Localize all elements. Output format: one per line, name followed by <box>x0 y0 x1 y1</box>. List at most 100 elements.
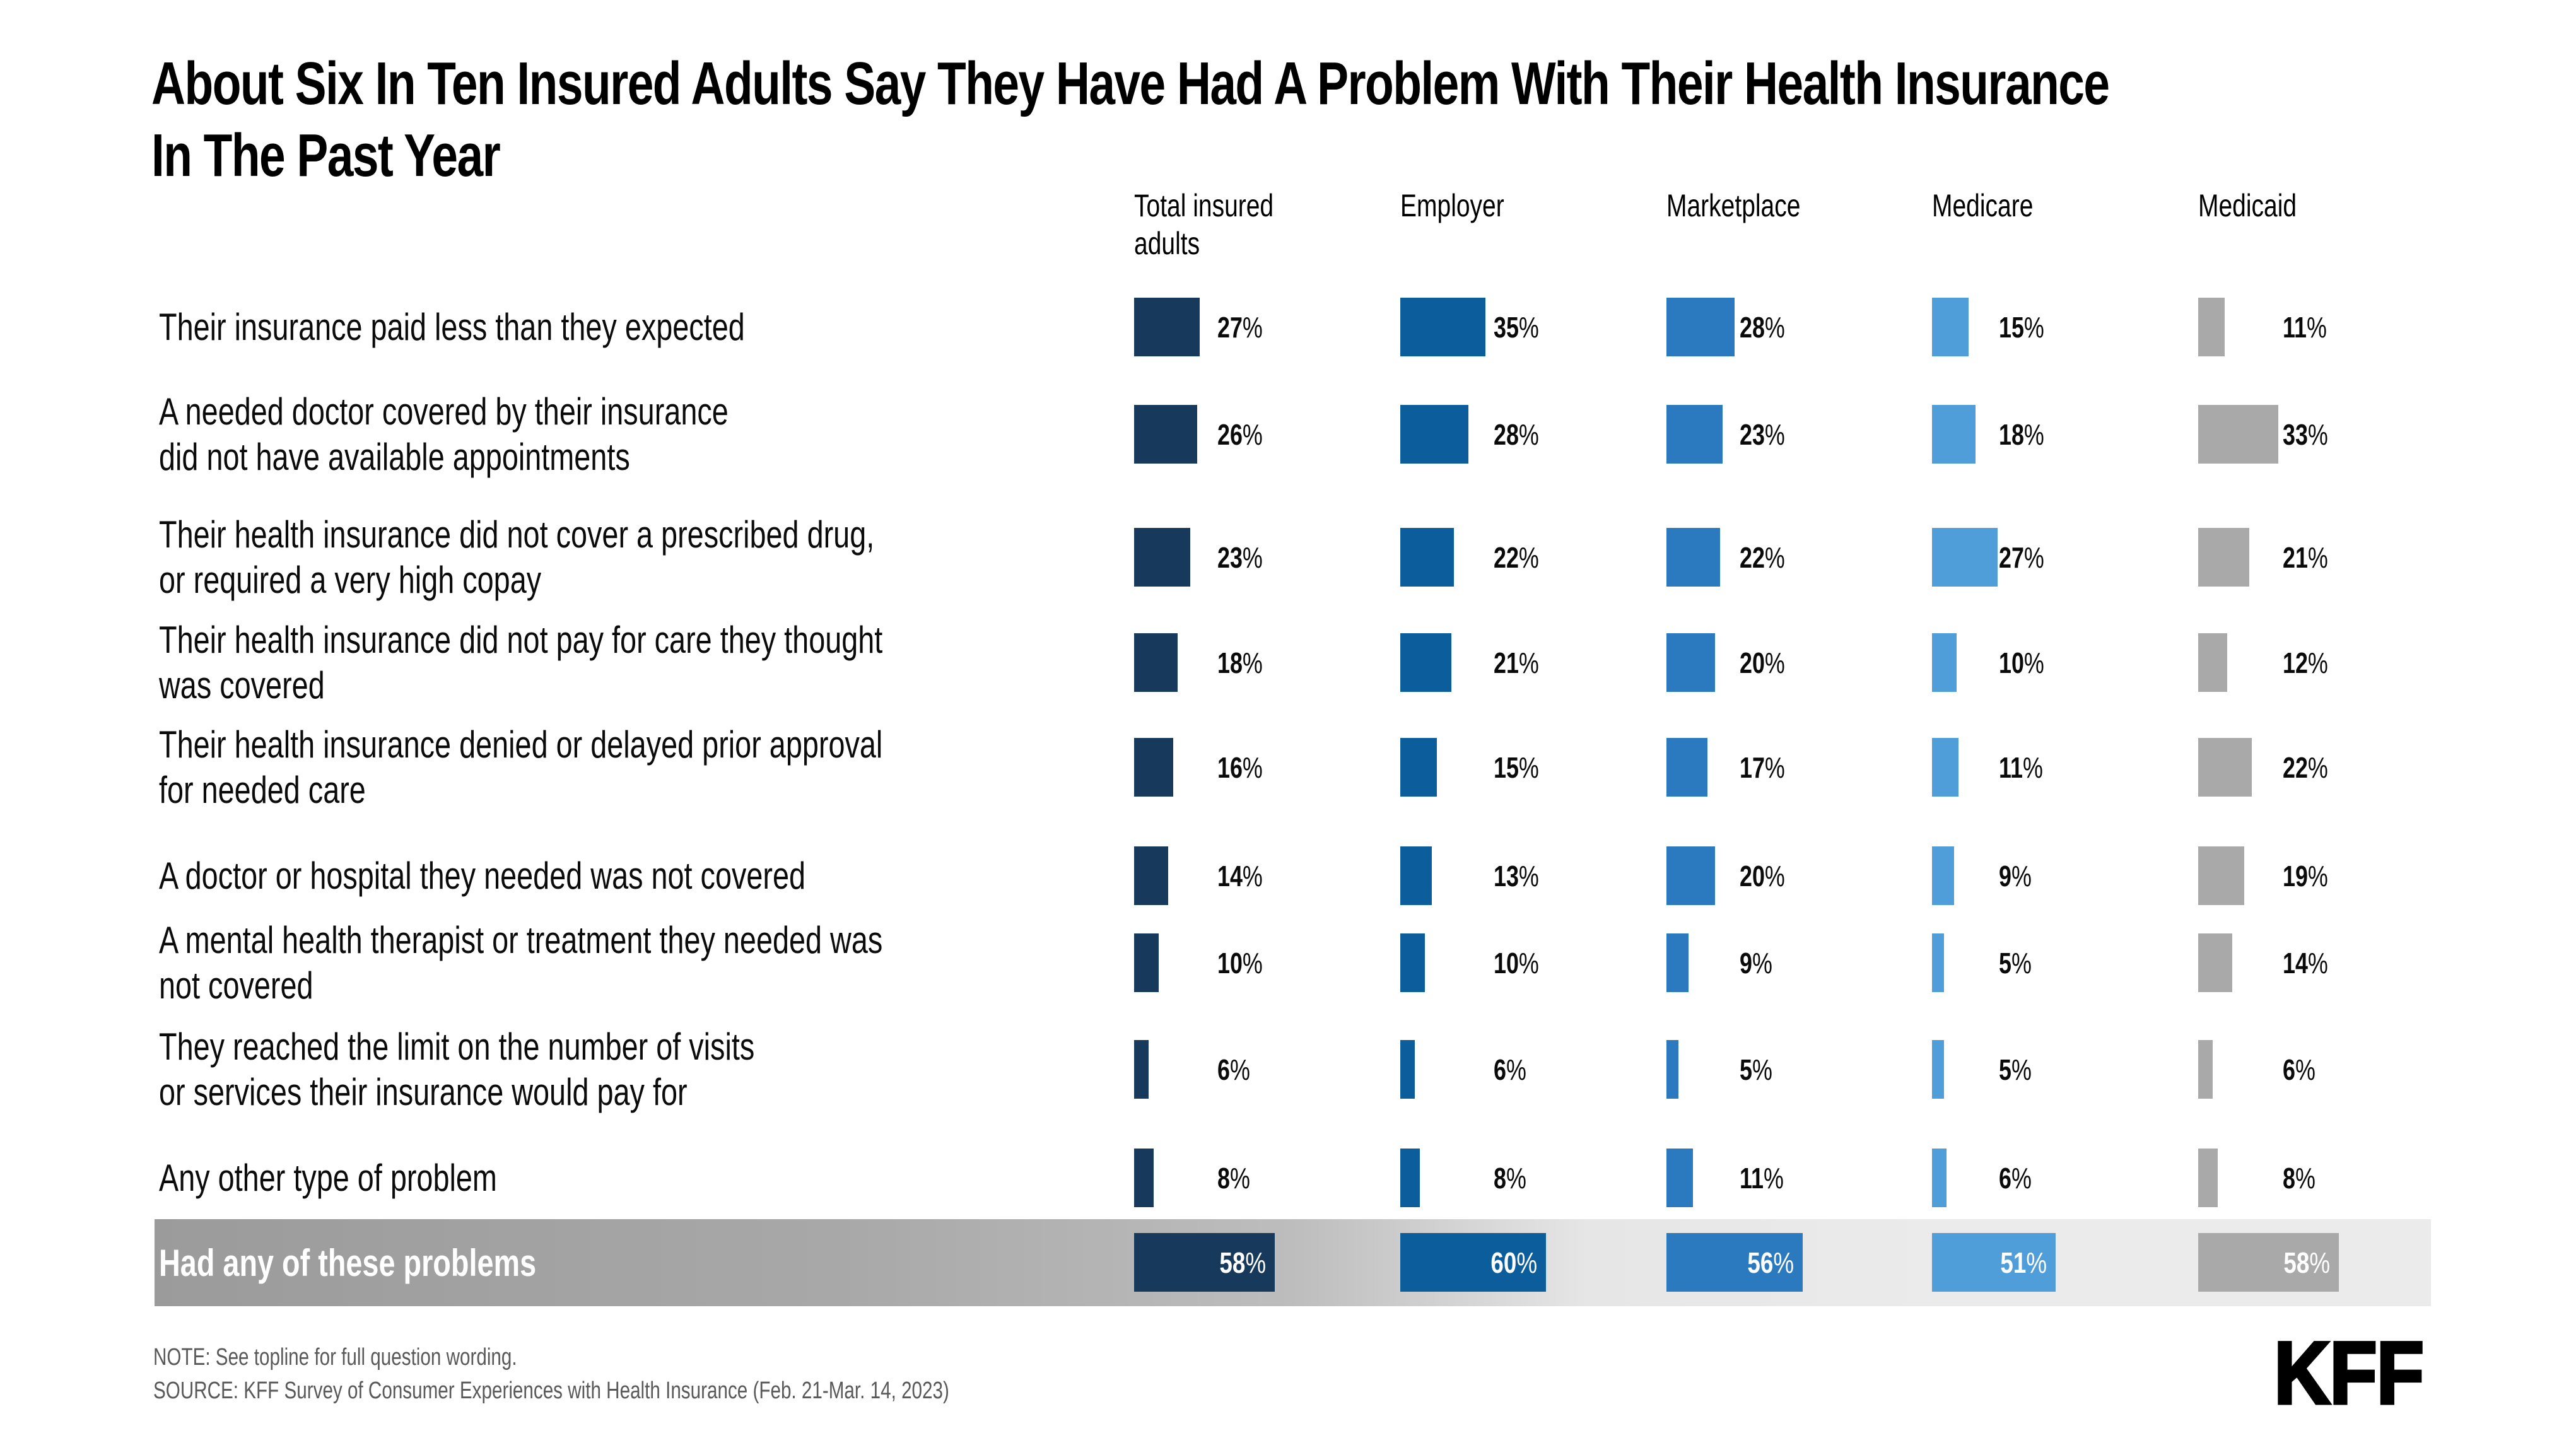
bar-row1-total-insured-adults <box>1134 298 1200 356</box>
value-label-row1-marketplace: 28% <box>1740 310 1785 344</box>
summary-bar-employer: 60% <box>1400 1233 1546 1292</box>
summary-bar-total-insured-adults: 58% <box>1134 1233 1275 1292</box>
value-label-row8-medicare: 5% <box>1999 1053 2032 1086</box>
value-label-row2-medicaid: 33% <box>2283 418 2328 451</box>
bar-row9-medicaid <box>2198 1149 2218 1207</box>
bar-row3-marketplace <box>1666 528 1720 587</box>
value-label-row8-marketplace: 5% <box>1740 1053 1772 1086</box>
bar-row4-medicare <box>1932 633 1957 692</box>
row-label: A mental health therapist or treatment t… <box>159 918 883 1007</box>
value-label-row7-medicaid: 14% <box>2283 946 2328 979</box>
bar-row6-marketplace <box>1666 846 1715 905</box>
value-label-row5-medicare: 11% <box>1999 751 2043 784</box>
bar-row7-medicaid <box>2198 933 2232 992</box>
row-label: Their health insurance did not pay for c… <box>159 618 883 706</box>
footnotes: NOTE: See topline for full question word… <box>153 1341 1174 1408</box>
bar-row8-medicare <box>1932 1040 1944 1099</box>
value-label-row9-employer: 8% <box>1494 1161 1526 1195</box>
column-header-employer: Employer <box>1400 188 1504 223</box>
bar-row8-medicaid <box>2198 1040 2213 1099</box>
value-label-row2-employer: 28% <box>1494 418 1539 451</box>
bar-row4-total-insured-adults <box>1134 633 1178 692</box>
bar-row3-medicare <box>1932 528 1998 587</box>
bar-row1-medicare <box>1932 298 1969 356</box>
value-label-row4-medicare: 10% <box>1999 646 2044 679</box>
bar-row2-employer <box>1400 405 1468 464</box>
bar-row7-medicare <box>1932 933 1944 992</box>
summary-bar-medicaid: 58% <box>2198 1233 2339 1292</box>
bar-row6-total-insured-adults <box>1134 846 1168 905</box>
value-label-row4-marketplace: 20% <box>1740 646 1785 679</box>
value-label-row3-medicaid: 21% <box>2283 541 2328 574</box>
bar-row7-marketplace <box>1666 933 1689 992</box>
value-label-row9-marketplace: 11% <box>1740 1161 1784 1195</box>
bar-row1-employer <box>1400 298 1485 356</box>
row-label: Their health insurance did not cover a p… <box>159 513 875 601</box>
bar-row9-employer <box>1400 1149 1420 1207</box>
row-label: Their insurance paid less than they expe… <box>159 305 745 348</box>
bar-row4-marketplace <box>1666 633 1715 692</box>
value-label-row3-employer: 22% <box>1494 541 1539 574</box>
value-label-row6-employer: 13% <box>1494 859 1539 892</box>
bar-row6-employer <box>1400 846 1432 905</box>
value-label-row2-medicare: 18% <box>1999 418 2044 451</box>
bar-row6-medicare <box>1932 846 1954 905</box>
row-label: A needed doctor covered by their insuran… <box>159 390 729 478</box>
kff-logo: KFF <box>2273 1322 2425 1424</box>
bar-row5-total-insured-adults <box>1134 738 1173 797</box>
summary-bar-medicare: 51% <box>1932 1233 2056 1292</box>
chart-title: About Six In Ten Insured Adults Say They… <box>151 48 2576 192</box>
value-label-row9-medicaid: 8% <box>2283 1161 2315 1195</box>
bar-row9-marketplace <box>1666 1149 1693 1207</box>
value-label-row5-marketplace: 17% <box>1740 751 1785 784</box>
source-text: SOURCE: KFF Survey of Consumer Experienc… <box>153 1377 949 1404</box>
bar-row7-employer <box>1400 933 1425 992</box>
value-label-row1-total-insured-adults: 27% <box>1217 310 1263 344</box>
bar-row8-marketplace <box>1666 1040 1678 1099</box>
summary-bar-marketplace: 56% <box>1666 1233 1803 1292</box>
value-label-row6-total-insured-adults: 14% <box>1217 859 1263 892</box>
value-label-row6-medicare: 9% <box>1999 859 2032 892</box>
bar-row5-medicare <box>1932 738 1958 797</box>
value-label-row3-marketplace: 22% <box>1740 541 1785 574</box>
bar-row2-medicare <box>1932 405 1976 464</box>
column-header-medicare: Medicare <box>1932 188 2034 223</box>
chart-title-line-2: In The Past Year <box>151 122 501 189</box>
note-text: NOTE: See topline for full question word… <box>153 1344 517 1371</box>
value-label-row6-medicaid: 19% <box>2283 859 2328 892</box>
column-header-medicaid: Medicaid <box>2198 188 2297 223</box>
summary-row-label: Had any of these problems <box>159 1241 537 1284</box>
bar-row1-marketplace <box>1666 298 1735 356</box>
value-label-row5-total-insured-adults: 16% <box>1217 751 1263 784</box>
value-label-row7-total-insured-adults: 10% <box>1217 946 1263 979</box>
bar-row2-medicaid <box>2198 405 2278 464</box>
value-label-row1-medicare: 15% <box>1999 310 2044 344</box>
bar-row4-medicaid <box>2198 633 2227 692</box>
bar-row5-employer <box>1400 738 1437 797</box>
bar-row2-marketplace <box>1666 405 1723 464</box>
value-label-row4-employer: 21% <box>1494 646 1539 679</box>
value-label-row4-total-insured-adults: 18% <box>1217 646 1263 679</box>
value-label-row8-employer: 6% <box>1494 1053 1526 1086</box>
bar-row4-employer <box>1400 633 1451 692</box>
row-label: They reached the limit on the number of … <box>159 1025 755 1113</box>
value-label-row7-medicare: 5% <box>1999 946 2032 979</box>
value-label-row3-medicare: 27% <box>1999 541 2044 574</box>
value-label-row5-medicaid: 22% <box>2283 751 2328 784</box>
bar-row3-total-insured-adults <box>1134 528 1190 587</box>
bar-row3-employer <box>1400 528 1454 587</box>
column-header-marketplace: Marketplace <box>1666 188 1801 223</box>
bar-row5-marketplace <box>1666 738 1707 797</box>
bar-row8-employer <box>1400 1040 1415 1099</box>
chart-title-line-1: About Six In Ten Insured Adults Say They… <box>151 50 2110 117</box>
bar-row9-total-insured-adults <box>1134 1149 1154 1207</box>
value-label-row2-marketplace: 23% <box>1740 418 1785 451</box>
bar-row5-medicaid <box>2198 738 2252 797</box>
row-label: Their health insurance denied or delayed… <box>159 723 883 811</box>
bar-row8-total-insured-adults <box>1134 1040 1149 1099</box>
value-label-row5-employer: 15% <box>1494 751 1539 784</box>
bar-row1-medicaid <box>2198 298 2225 356</box>
value-label-row1-employer: 35% <box>1494 310 1539 344</box>
value-label-row9-medicare: 6% <box>1999 1161 2032 1195</box>
